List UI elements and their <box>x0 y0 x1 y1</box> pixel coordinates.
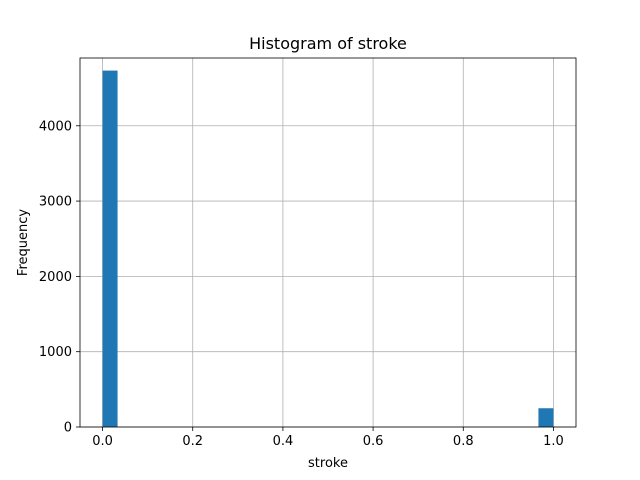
histogram-bar <box>538 408 554 427</box>
y-tick-label: 0 <box>64 421 72 436</box>
axes-frame <box>79 57 577 428</box>
y-tick-label: 1000 <box>39 345 72 360</box>
histogram-bar <box>102 70 118 428</box>
x-tick-label: 0.4 <box>273 434 294 449</box>
y-axis-label: Frequency <box>16 209 31 276</box>
bars-layer <box>102 70 554 428</box>
ticks-layer: 0.0 0.2 0.4 0.6 0.8 1.0 0 1000 2000 3000 4000 <box>39 119 564 449</box>
y-tick-label: 4000 <box>39 119 72 134</box>
y-tick-label: 3000 <box>39 195 72 210</box>
chart-title: Histogram of stroke <box>249 34 407 53</box>
x-tick-label: 0.6 <box>363 434 384 449</box>
x-axis-label: stroke <box>308 456 348 471</box>
y-tick-label: 2000 <box>39 270 72 285</box>
x-tick-label: 0.0 <box>92 434 113 449</box>
x-tick-label: 1.0 <box>543 434 564 449</box>
x-tick-label: 0.8 <box>453 434 474 449</box>
x-tick-label: 0.2 <box>182 434 203 449</box>
